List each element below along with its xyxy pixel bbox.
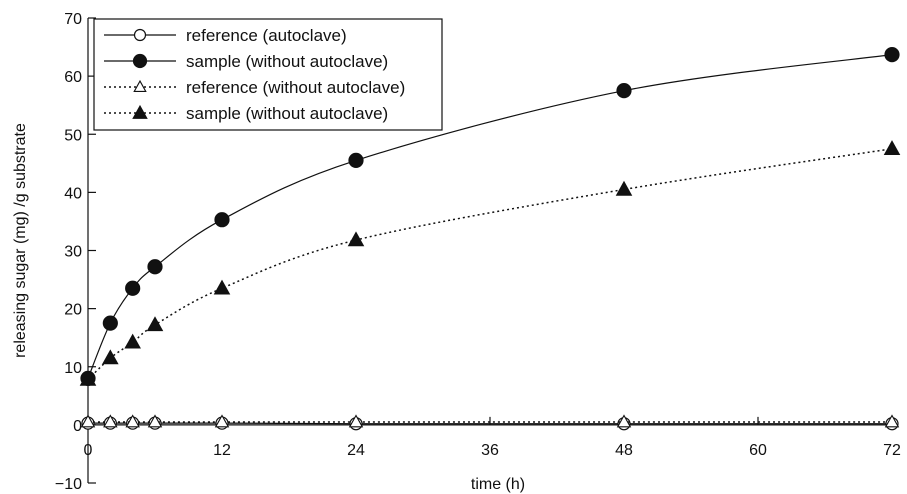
data-point [124,333,141,349]
legend-label: sample (without autoclave) [186,52,388,71]
data-point [616,414,632,428]
legend-box [93,18,443,131]
data-point [883,140,901,156]
y-tick-label: 10 [64,360,82,377]
series-3 [80,414,900,428]
data-point [147,414,163,428]
series-4 [79,140,901,386]
data-point [125,280,141,296]
series-line [87,148,893,381]
y-axis-title: releasing sugar (mg) /g substrate [12,123,29,358]
data-point [147,259,163,275]
data-point [125,414,140,428]
y-tick-label: 50 [64,127,82,144]
x-tick-label: 72 [883,442,901,459]
data-point [884,414,900,428]
series-line [88,422,892,425]
data-point [615,180,633,196]
data-point [80,414,96,428]
data-point [133,28,147,42]
data-point [146,316,164,332]
x-tick-label: 48 [615,442,633,459]
data-point [102,349,119,365]
y-tick-label: 60 [64,69,82,86]
legend-label: reference (autoclave) [186,26,347,45]
legend-entry: reference (without autoclave) [104,78,405,97]
data-point [214,212,230,228]
data-point [79,370,97,386]
data-point [132,104,148,119]
x-tick-label: 36 [481,442,499,459]
x-tick-label: 12 [213,442,231,459]
data-point [102,315,118,331]
data-point [213,279,231,295]
series-line [87,54,893,379]
legend-label: reference (without autoclave) [186,78,405,97]
y-tick-label: 20 [64,302,82,319]
data-point [132,53,148,69]
data-point [133,79,147,93]
legend: reference (autoclave) sample (without aut… [93,18,443,131]
x-tick-label: 24 [347,442,365,459]
data-point [348,414,364,428]
y-tick-label: 40 [64,185,82,202]
y-tick-label: 30 [64,244,82,261]
y-tick-label: −10 [55,476,82,493]
legend-entry: reference (autoclave) [104,26,347,45]
data-point [884,47,900,63]
series-layer [79,47,901,431]
x-tick-label: 60 [749,442,767,459]
data-point [616,83,632,99]
legend-entry: sample (without autoclave) [104,104,388,123]
x-axis-title: time (h) [471,476,525,493]
legend-label: sample (without autoclave) [186,104,388,123]
x-tick-label: 0 [84,442,93,459]
data-point [103,414,118,428]
data-point [214,414,230,428]
legend-entry: sample (without autoclave) [104,52,388,71]
y-tick-label: 0 [73,418,82,435]
data-point [348,152,364,169]
data-point [347,231,365,247]
y-tick-label: 70 [64,11,82,28]
